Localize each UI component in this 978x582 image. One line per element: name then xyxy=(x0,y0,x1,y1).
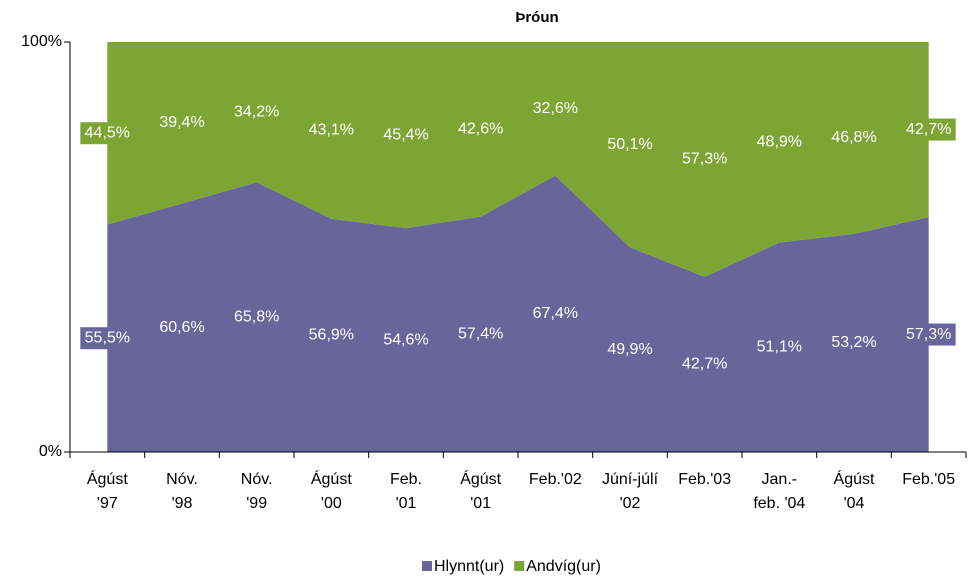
label-box xyxy=(80,122,135,145)
area xyxy=(107,42,929,277)
x-tick-line: Ágúst xyxy=(87,469,128,488)
data-label: 44,5% xyxy=(85,124,130,141)
data-label: 56,9% xyxy=(309,327,354,344)
chart-title: Þróun xyxy=(515,9,558,26)
x-tick-label: Feb.'03 xyxy=(678,471,731,488)
x-tick-line: '99 xyxy=(246,495,267,512)
x-tick-line: Jan.- xyxy=(762,471,798,488)
data-label: 45,4% xyxy=(383,126,428,143)
y-tick-label: 100% xyxy=(21,33,62,50)
y-tick-label: 0% xyxy=(39,443,62,460)
label-box xyxy=(80,327,135,350)
x-tick-line: Ágúst xyxy=(460,469,501,488)
x-tick-line: Feb.'03 xyxy=(678,471,731,488)
data-label: 65,8% xyxy=(234,308,279,325)
x-tick-label: Nóv. '98 xyxy=(166,471,198,512)
data-label: 42,7% xyxy=(906,121,951,138)
legend-swatch xyxy=(514,561,525,571)
data-label: 57,3% xyxy=(906,326,951,343)
x-tick-line: feb. '04 xyxy=(753,495,805,512)
legend-label: Andvíg(ur) xyxy=(526,558,601,575)
x-tick-label: Ágúst '01 xyxy=(460,469,501,512)
legend-swatch xyxy=(422,561,432,571)
x-tick-line: Feb.'02 xyxy=(529,471,582,488)
data-label: 49,9% xyxy=(607,341,652,358)
data-label: 60,6% xyxy=(159,319,204,336)
data-label: 67,4% xyxy=(533,305,578,322)
data-label: 48,9% xyxy=(757,133,802,150)
data-label: 57,4% xyxy=(458,326,503,343)
x-tick-label: Jan.- feb. '04 xyxy=(753,471,805,512)
x-tick-line: Nóv. xyxy=(166,471,198,488)
x-tick-label: Feb. '01 xyxy=(390,471,422,512)
data-label: 34,2% xyxy=(234,103,279,120)
data-label: 39,4% xyxy=(159,114,204,131)
x-tick-line: Ágúst xyxy=(834,469,875,488)
data-label: 51,1% xyxy=(757,338,802,355)
x-tick-line: '97 xyxy=(97,495,118,512)
x-tick-line: Feb.'05 xyxy=(902,471,955,488)
x-tick-line: '01 xyxy=(396,495,417,512)
data-label: 53,2% xyxy=(831,334,876,351)
x-tick-label: Nóv. '99 xyxy=(241,471,273,512)
x-tick-line: Ágúst xyxy=(311,469,352,488)
x-tick-label: Júní-júlí '02 xyxy=(602,471,659,512)
data-label: 55,5% xyxy=(85,329,130,346)
data-label: 54,6% xyxy=(383,331,428,348)
x-tick-line: '04 xyxy=(844,495,865,512)
x-tick-line: '98 xyxy=(172,495,193,512)
x-tick-line: Nóv. xyxy=(241,471,273,488)
data-label: 42,7% xyxy=(682,356,727,373)
x-tick-label: Feb.'02 xyxy=(529,471,582,488)
x-tick-line: Júní-júlí xyxy=(602,471,659,488)
x-tick-label: Feb.'05 xyxy=(902,471,955,488)
x-tick-line: '00 xyxy=(321,495,342,512)
label-box xyxy=(901,118,956,141)
area xyxy=(107,175,929,452)
data-label: 57,3% xyxy=(682,151,727,168)
data-label: 50,1% xyxy=(607,136,652,153)
x-tick-label: Ágúst '00 xyxy=(311,469,352,512)
legend-label: Hlynnt(ur) xyxy=(434,558,504,575)
x-tick-line: Feb. xyxy=(390,471,422,488)
x-tick-label: Ágúst '04 xyxy=(834,469,875,512)
data-label: 46,8% xyxy=(831,129,876,146)
x-tick-line: '01 xyxy=(470,495,491,512)
data-label: 32,6% xyxy=(533,100,578,117)
data-label: 43,1% xyxy=(309,122,354,139)
x-tick-label: Ágúst '97 xyxy=(87,469,128,512)
label-box xyxy=(901,323,956,346)
x-tick-line: '02 xyxy=(620,495,641,512)
data-label: 42,6% xyxy=(458,121,503,138)
